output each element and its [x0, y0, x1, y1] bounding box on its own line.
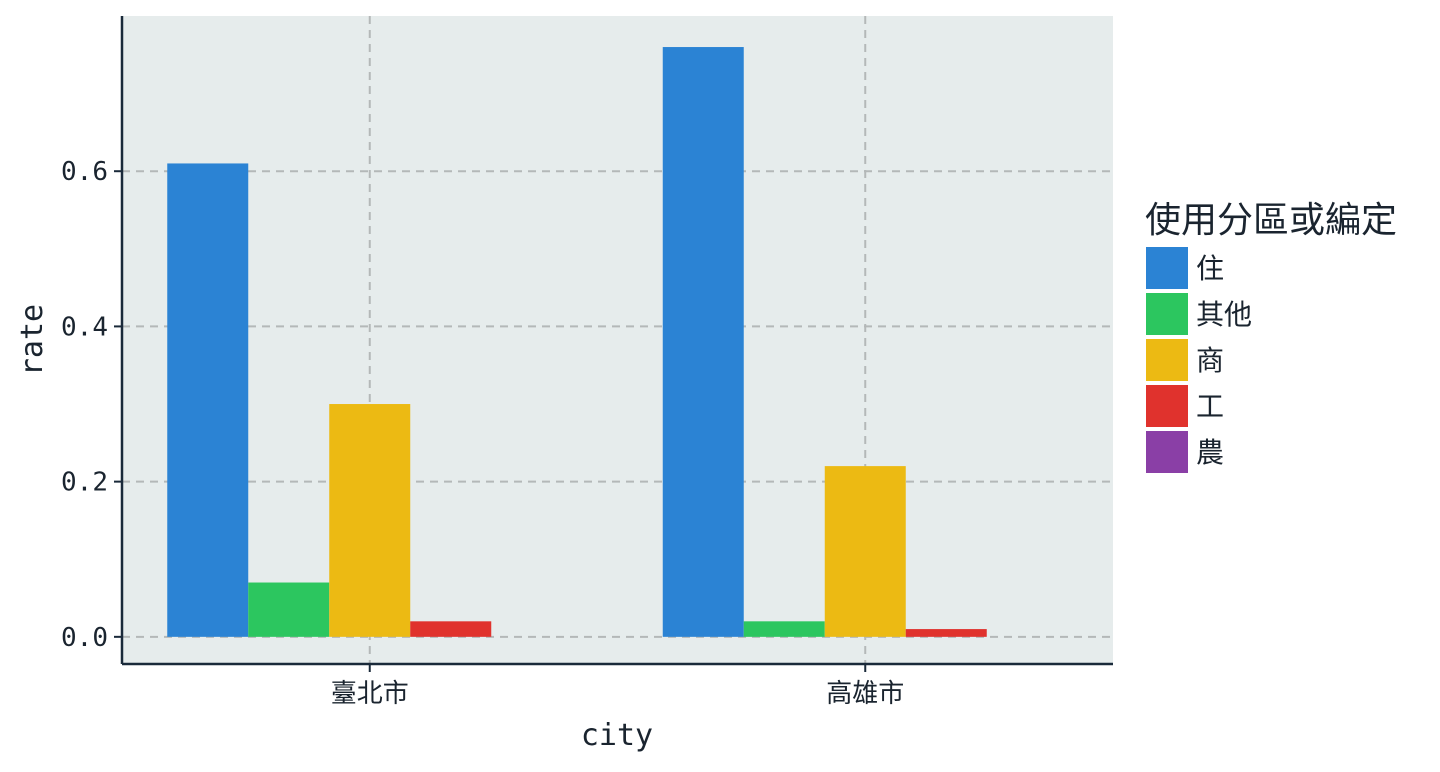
bar [662, 47, 744, 637]
bar [410, 621, 492, 637]
legend-label: 住 [1196, 252, 1224, 285]
x-tick-label: 高雄市 [826, 679, 904, 709]
bar [329, 404, 411, 637]
x-ticks: 臺北市 高雄市 [331, 664, 904, 709]
legend-label: 農 [1196, 436, 1224, 469]
bar [824, 466, 906, 637]
legend-title: 使用分區或編定 [1145, 200, 1397, 241]
y-tick-label: 0.4 [61, 312, 108, 342]
legend-label: 商 [1196, 344, 1224, 377]
legend-key [1146, 247, 1188, 289]
legend-key [1146, 431, 1188, 473]
legend-label: 其他 [1196, 298, 1252, 331]
axes [120, 16, 1113, 666]
y-ticks: 0.0 0.2 0.4 0.6 [61, 157, 122, 653]
y-tick-label: 0.6 [61, 157, 108, 187]
bar [905, 629, 987, 637]
legend-key [1146, 293, 1188, 335]
x-tick-label: 臺北市 [331, 679, 409, 709]
y-axis-title: rate [15, 304, 50, 376]
bars [167, 47, 987, 637]
legend-key [1146, 385, 1188, 427]
legend-key [1146, 339, 1188, 381]
bar [167, 163, 249, 637]
plot-panel [122, 16, 1113, 664]
bar [743, 621, 825, 637]
y-tick-label: 0.0 [61, 623, 108, 653]
x-axis-title: city [581, 718, 653, 753]
bar [248, 582, 330, 637]
legend-label: 工 [1196, 390, 1224, 423]
y-tick-label: 0.2 [61, 468, 108, 498]
